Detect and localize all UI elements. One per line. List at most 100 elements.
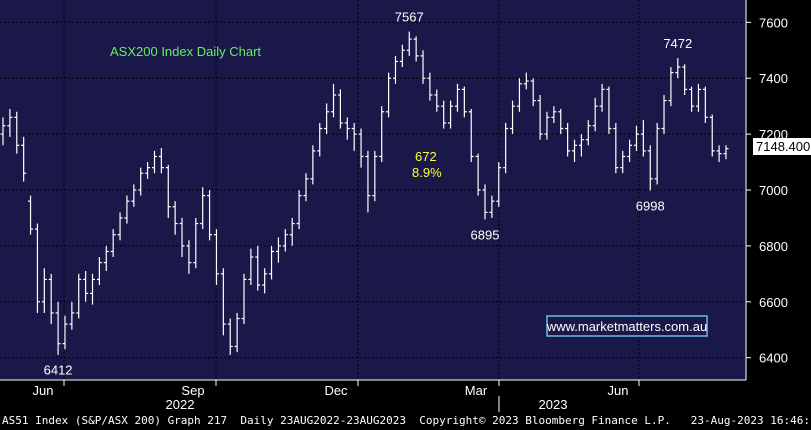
footer-bar: AS51 Index (S&P/ASX 200) Graph 217 Daily… — [0, 412, 811, 430]
ohlc-bar — [90, 273, 96, 305]
y-tick-label: 7600 — [759, 15, 788, 30]
ohlc-bar — [723, 145, 729, 160]
ohlc-bar — [503, 122, 509, 174]
ohlc-bar — [640, 120, 646, 157]
move-percent-label: 8.9% — [412, 165, 442, 180]
ohlc-bar — [496, 162, 502, 207]
ohlc-bar — [248, 248, 254, 285]
x-tick-label: Jun — [33, 383, 54, 398]
x-axis: Jun Sep Dec Mar Jun 2022 2023 — [0, 379, 746, 412]
ohlc-bar — [200, 187, 206, 230]
ohlc-bar — [392, 55, 398, 84]
ohlc-bar — [434, 89, 440, 112]
ohlc-bar — [709, 114, 715, 157]
ohlc-bar — [83, 271, 89, 302]
last-value-label: 7148.400 — [756, 139, 810, 154]
ohlc-bar — [668, 67, 674, 107]
price-annotation: 6998 — [636, 199, 665, 214]
ohlc-bar — [103, 245, 109, 272]
ohlc-bar — [530, 78, 536, 107]
ohlc-bar — [599, 83, 605, 112]
ohlc-bar — [310, 145, 316, 185]
ohlc-bar — [234, 312, 240, 353]
ohlc-bar — [544, 111, 550, 140]
ohlc-bar — [420, 50, 426, 84]
x-tick-label: Dec — [324, 383, 348, 398]
ohlc-bar — [172, 201, 178, 235]
ohlc-bar — [654, 122, 660, 185]
ohlc-bar — [461, 86, 467, 118]
ohlc-bar — [337, 89, 343, 129]
last-value-tag: 7148.400 — [753, 138, 811, 155]
ohlc-bar — [324, 103, 330, 135]
ohlc-bar — [317, 122, 323, 157]
ohlc-bar — [689, 86, 695, 112]
ohlc-bar — [269, 245, 275, 280]
ohlc-bar — [207, 190, 213, 241]
ohlc-bar — [606, 86, 612, 135]
ohlc-bar — [303, 173, 309, 202]
ohlc-bar — [69, 301, 75, 330]
watermark-link[interactable]: www.marketmatters.com.au — [546, 319, 707, 334]
footer-left: AS51 Index (S&P/ASX 200) Graph 217 — [2, 414, 228, 427]
ohlc-bar — [558, 108, 564, 135]
price-annotations: 7567 7472 6412 6895 6998 — [44, 10, 693, 378]
ohlc-bar — [351, 122, 357, 151]
ohlc-bar — [7, 108, 13, 137]
ohlc-bar — [413, 36, 419, 62]
ohlc-bar — [565, 122, 571, 157]
footer-right: Copyright© 2023 Bloomberg Finance L.P. 2… — [419, 414, 811, 427]
ohlc-bar — [62, 315, 68, 350]
ohlc-bar — [186, 240, 192, 274]
ohlc-bar — [551, 106, 557, 123]
price-annotation: 7472 — [663, 36, 692, 51]
ohlc-bar — [55, 301, 61, 355]
ohlc-bar — [399, 44, 405, 68]
footer-middle: Daily 23AUG2022-23AUG2023 — [240, 414, 406, 427]
y-tick-label: 6400 — [759, 351, 788, 366]
ohlc-bar — [441, 100, 447, 129]
ohlc-bar — [131, 184, 137, 207]
ohlc-bar — [489, 195, 495, 218]
ohlc-bar — [695, 83, 701, 112]
y-tick-label: 6800 — [759, 239, 788, 254]
ohlc-bar — [620, 150, 626, 174]
price-annotation: 6412 — [44, 362, 73, 377]
ohlc-bar — [448, 100, 454, 129]
watermark-box[interactable]: www.marketmatters.com.au — [546, 315, 708, 337]
ohlc-bar — [510, 100, 516, 135]
chart-title: ASX200 Index Daily Chart — [110, 44, 261, 59]
ohlc-bar — [675, 58, 681, 79]
ohlc-bar — [282, 229, 288, 252]
ohlc-bar — [165, 164, 171, 218]
ohlc-bar — [523, 72, 529, 90]
ohlc-bar — [702, 86, 708, 123]
ohlc-bar — [124, 195, 130, 224]
x-tick-label: Jun — [608, 383, 629, 398]
ohlc-bar — [572, 139, 578, 163]
ohlc-bar — [296, 190, 302, 230]
ohlc-bar — [627, 139, 633, 163]
ohlc-bar — [14, 111, 20, 154]
y-tick-label: 7000 — [759, 183, 788, 198]
ohlc-bar — [475, 153, 481, 196]
ohlc-bar — [262, 268, 268, 294]
y-tick-label: 7400 — [759, 71, 788, 86]
ohlc-bar — [138, 167, 144, 196]
x-tick-label: Mar — [465, 383, 488, 398]
ohlc-bar — [117, 212, 123, 241]
ohlc-bar — [179, 217, 185, 258]
ohlc-bar — [0, 117, 6, 146]
ohlc-bar — [289, 217, 295, 246]
ohlc-bar — [379, 106, 385, 163]
ohlc-bar — [661, 95, 667, 135]
ohlc-bar — [255, 245, 261, 291]
price-annotation: 6895 — [471, 227, 500, 242]
ohlc-bar — [48, 273, 54, 325]
ohlc-bar — [613, 122, 619, 174]
ohlc-bar — [145, 162, 151, 179]
ohlc-bar — [406, 31, 412, 56]
ohlc-bar — [365, 150, 371, 213]
